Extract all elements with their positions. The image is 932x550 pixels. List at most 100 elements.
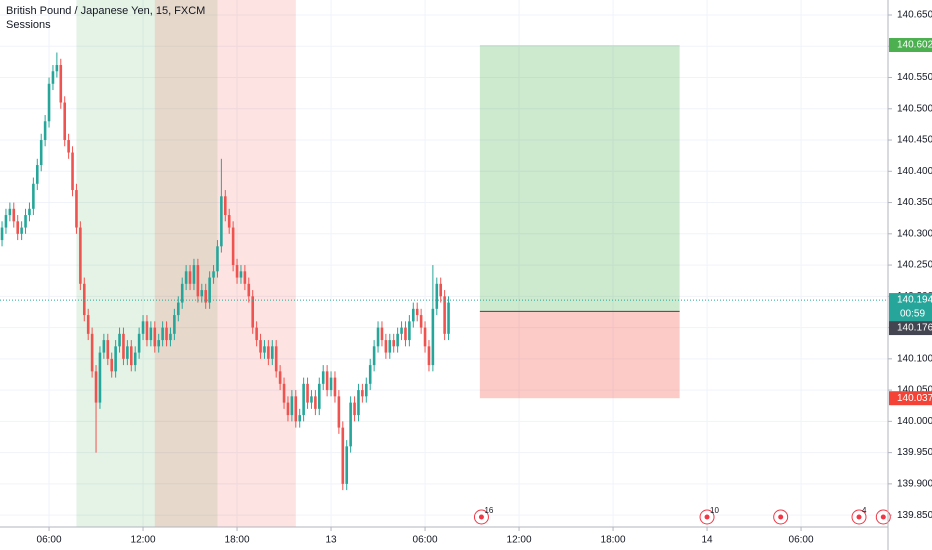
candle-body xyxy=(392,340,396,347)
candle-body xyxy=(310,396,313,403)
candle-body xyxy=(427,346,431,366)
candle-body xyxy=(79,227,82,284)
loss-zone xyxy=(479,311,680,399)
event-count: 16 xyxy=(484,506,493,515)
event-count: 4 xyxy=(862,506,867,515)
candle-body xyxy=(341,427,345,484)
y-tick-label: 140.050 xyxy=(897,385,932,396)
candle-body xyxy=(55,65,59,72)
target-price-label: 140.602 xyxy=(897,40,932,51)
x-tick-label: 13 xyxy=(325,535,337,546)
candle-body xyxy=(28,208,31,216)
candle-body xyxy=(114,346,117,372)
candle-body xyxy=(12,208,16,222)
candle-body xyxy=(141,321,145,334)
candle-body xyxy=(333,377,337,397)
event-count: 10 xyxy=(710,506,719,515)
y-tick-label: 140.300 xyxy=(897,228,932,239)
y-tick-label: 140.400 xyxy=(897,166,932,177)
candle-body xyxy=(263,346,266,353)
candle-body xyxy=(137,333,141,353)
y-tick-label: 140.350 xyxy=(897,197,932,208)
candle-body xyxy=(317,383,321,409)
x-tick-label: 18:00 xyxy=(225,535,250,546)
y-tick-label: 140.000 xyxy=(897,416,932,427)
last-price-label: 140.194 xyxy=(897,295,932,306)
y-tick-label: 140.550 xyxy=(897,72,932,83)
candle-body xyxy=(364,383,368,397)
candle-body xyxy=(294,396,298,422)
candle-body xyxy=(16,221,20,234)
event-dot xyxy=(856,514,862,520)
candle-body xyxy=(357,390,360,416)
candle-body xyxy=(345,446,349,484)
candle-body xyxy=(173,315,176,334)
candle-body xyxy=(35,165,39,184)
y-tick-label: 140.650 xyxy=(897,10,932,21)
y-tick-label: 140.100 xyxy=(897,353,932,364)
candle-body xyxy=(149,327,153,341)
candle-body xyxy=(75,190,78,228)
candle-body xyxy=(82,283,86,316)
y-tick-label: 140.450 xyxy=(897,135,932,146)
candle-body xyxy=(435,283,439,309)
candle-body xyxy=(361,390,364,397)
candle-body xyxy=(39,140,43,166)
candle-body xyxy=(415,308,419,316)
candle-body xyxy=(8,208,12,216)
event-marker xyxy=(875,509,891,525)
entry-price-label: 140.176 xyxy=(897,323,932,334)
candle-body xyxy=(329,377,333,391)
x-tick-label: 06:00 xyxy=(37,535,62,546)
candle-body xyxy=(255,327,258,341)
candle-body xyxy=(32,183,35,209)
candle-body xyxy=(43,121,47,141)
candle-body xyxy=(337,396,341,428)
candle-body xyxy=(239,271,243,278)
x-tick-label: 06:00 xyxy=(789,535,814,546)
candle-body xyxy=(24,215,27,228)
candle-body xyxy=(431,308,435,366)
candle-body xyxy=(404,327,407,341)
candle-body xyxy=(396,333,399,347)
candle-body xyxy=(325,371,329,391)
candle-body xyxy=(372,346,376,366)
y-tick-label: 140.250 xyxy=(897,260,932,271)
candle-body xyxy=(51,71,55,84)
candle-body xyxy=(227,215,231,228)
candle-body xyxy=(20,227,23,234)
candle-body xyxy=(200,290,204,297)
candle-body xyxy=(298,415,302,422)
candle-body xyxy=(145,321,149,341)
candle-body xyxy=(196,265,200,297)
event-marker: 16 xyxy=(473,506,494,525)
candle-body xyxy=(118,333,121,347)
candle-body xyxy=(133,352,137,366)
candle-body xyxy=(188,271,192,284)
y-tick-label: 140.500 xyxy=(897,103,932,114)
candle-body xyxy=(368,365,372,384)
candle-body xyxy=(184,271,188,284)
candle-body xyxy=(216,246,219,272)
candle-body xyxy=(384,340,388,353)
candle-body xyxy=(192,265,196,284)
candle-body xyxy=(439,283,443,297)
candle-body xyxy=(349,402,352,447)
candle-body xyxy=(129,346,133,366)
candle-body xyxy=(286,402,290,416)
x-tick-label: 14 xyxy=(701,535,713,546)
candle-body xyxy=(157,340,161,347)
candle-body xyxy=(204,290,208,303)
candle-body xyxy=(94,371,98,403)
candle-body xyxy=(110,358,114,372)
candle-body xyxy=(212,271,215,278)
candle-body xyxy=(408,321,411,341)
profit-zone xyxy=(479,45,680,312)
candle-body xyxy=(274,346,278,372)
candle-body xyxy=(247,283,251,297)
candle-body xyxy=(243,271,247,284)
candle-body xyxy=(270,346,274,359)
candle-body xyxy=(67,140,70,153)
candle-body xyxy=(165,327,168,341)
